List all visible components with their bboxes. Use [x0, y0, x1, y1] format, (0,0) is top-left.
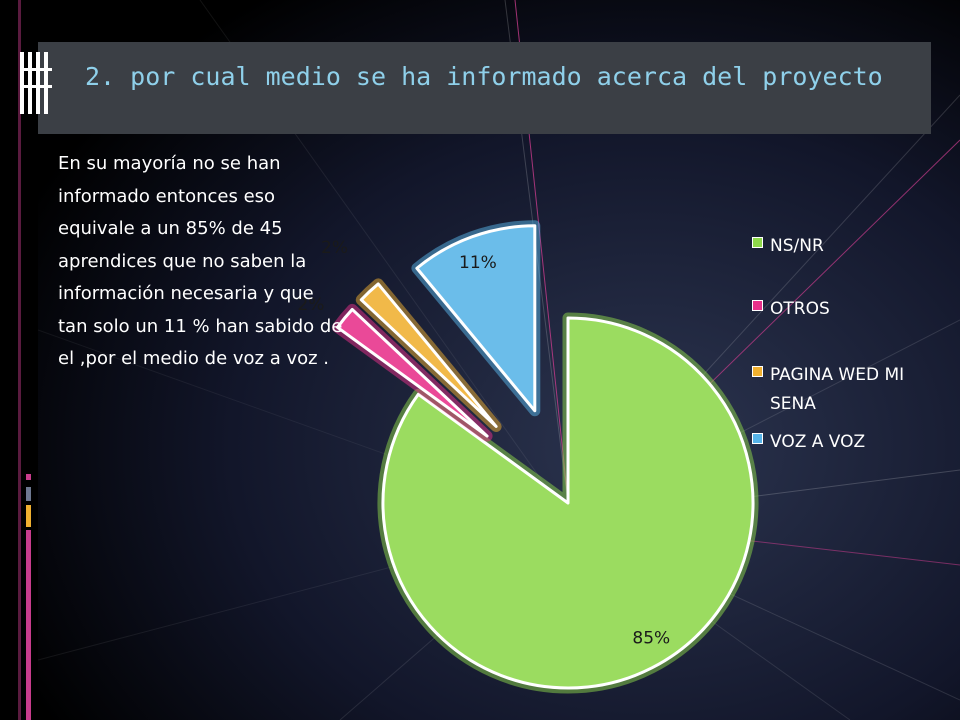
pie-chart: 85% 2% 2% 11% [297, 220, 759, 694]
title-bar-icon [20, 52, 52, 114]
pie-slice-sheen-otros [337, 309, 488, 437]
title-bar [20, 42, 931, 134]
legend-label: OTROS [770, 299, 830, 319]
legend-swatch [752, 433, 763, 444]
data-label-pagina-wed-mi-sena: 2% [321, 238, 348, 258]
legend-label: NS/NR [770, 236, 824, 256]
data-label-ns-nr: 85% [632, 629, 670, 649]
legend-swatch [752, 366, 763, 377]
legend-label: PAGINA WED MI SENA [770, 365, 905, 414]
pie-slice-sheen-voz-a-voz [416, 225, 535, 411]
body-text: En su mayoría no se han informado entonc… [58, 153, 343, 369]
pie-slice-pagina-wed-mi-sena [359, 282, 498, 428]
pie-slice-sheen-ns-nr [382, 318, 753, 688]
left-accent-stripes [18, 0, 31, 720]
pie-slice-otros [335, 307, 489, 438]
data-label-otros: 2% [297, 295, 324, 315]
pie-slice-sheen-pagina-wed-mi-sena [361, 283, 497, 427]
pie-slice-voz-a-voz [415, 224, 537, 413]
pie-slice-ns-nr [381, 316, 755, 690]
legend-label: VOZ A VOZ [770, 432, 866, 452]
legend-swatch [752, 237, 763, 248]
data-label-voz-a-voz: 11% [459, 253, 497, 273]
slide-title: 2. por cual medio se ha informado acerca… [85, 62, 883, 91]
legend-swatch [752, 300, 763, 311]
